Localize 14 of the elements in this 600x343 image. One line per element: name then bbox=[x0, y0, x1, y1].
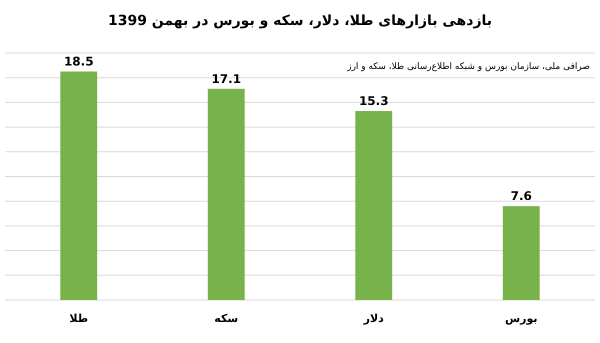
x-tick-label: بورس bbox=[504, 312, 538, 325]
bar bbox=[60, 72, 98, 300]
bar bbox=[502, 206, 540, 300]
x-tick-label: طلا bbox=[69, 312, 88, 325]
x-tick-label: سکه bbox=[214, 312, 238, 325]
data-label: 15.3 bbox=[358, 94, 389, 108]
bar bbox=[355, 111, 392, 300]
annotation: صرافی ملی، سازمان بورس و شبکه اطلاع‌رسانی طلا، سکه و ارز bbox=[346, 62, 590, 72]
data-label: 17.1 bbox=[211, 72, 242, 86]
data-label: 18.5 bbox=[64, 54, 94, 69]
x-tick-label: دلار bbox=[362, 312, 384, 325]
bar bbox=[208, 88, 245, 300]
data-label: 7.6 bbox=[510, 189, 532, 204]
chart-title: بازدهی بازارهای طلا، دلار، سکه و بورس در بهمن 1399 bbox=[108, 13, 492, 29]
